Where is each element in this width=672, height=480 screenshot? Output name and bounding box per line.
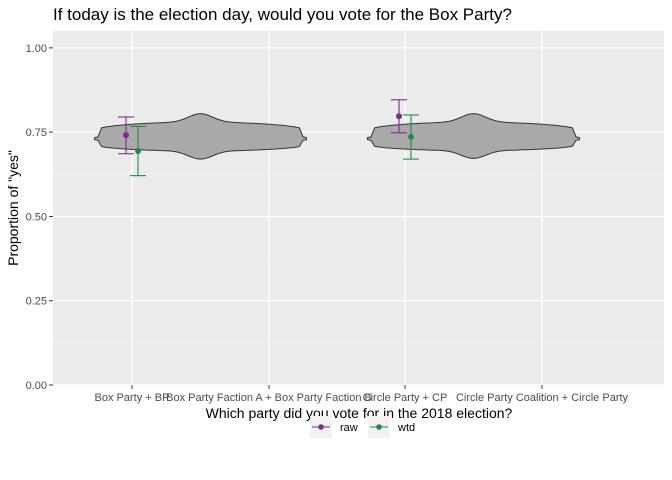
y-tick-label: 0.50: [26, 211, 47, 223]
plot-panel: [53, 31, 664, 385]
legend-label-raw: raw: [340, 422, 358, 434]
violins: [94, 113, 580, 160]
y-tick-label: 1.00: [26, 43, 47, 55]
y-axis: 0.00 0.25 0.50 0.75 1.00: [26, 43, 53, 392]
point-raw: [123, 132, 129, 139]
y-tick-label: 0.25: [26, 296, 47, 308]
y-tick-label: 0.75: [26, 127, 47, 139]
y-tick-label: 0.00: [26, 380, 47, 392]
violin-shape: [94, 113, 307, 160]
x-axis-title: Which party did you vote for in the 2018…: [206, 405, 513, 421]
legend: raw wtd: [310, 416, 415, 438]
legend-dot-wtd: [376, 424, 382, 430]
chart-title: If today is the election day, would you …: [53, 5, 512, 24]
x-tick-label: Box Party + BP: [95, 392, 170, 404]
violin-shape: [367, 113, 580, 159]
legend-label-wtd: wtd: [397, 422, 415, 434]
x-tick-label: Box Party Faction A + Box Party Faction …: [166, 392, 372, 404]
major-gridlines: [53, 31, 664, 386]
point-raw: [396, 113, 402, 120]
x-tick-label: Circle Party + CP: [363, 392, 448, 404]
minor-gridlines: [53, 89, 664, 344]
error-bars: [118, 99, 419, 177]
y-axis-title: Proportion of "yes": [5, 150, 21, 266]
x-tick-label: Circle Party Coalition + Circle Party: [456, 392, 629, 404]
point-wtd: [408, 133, 414, 140]
legend-dot-raw: [318, 424, 324, 430]
point-wtd: [135, 148, 141, 155]
